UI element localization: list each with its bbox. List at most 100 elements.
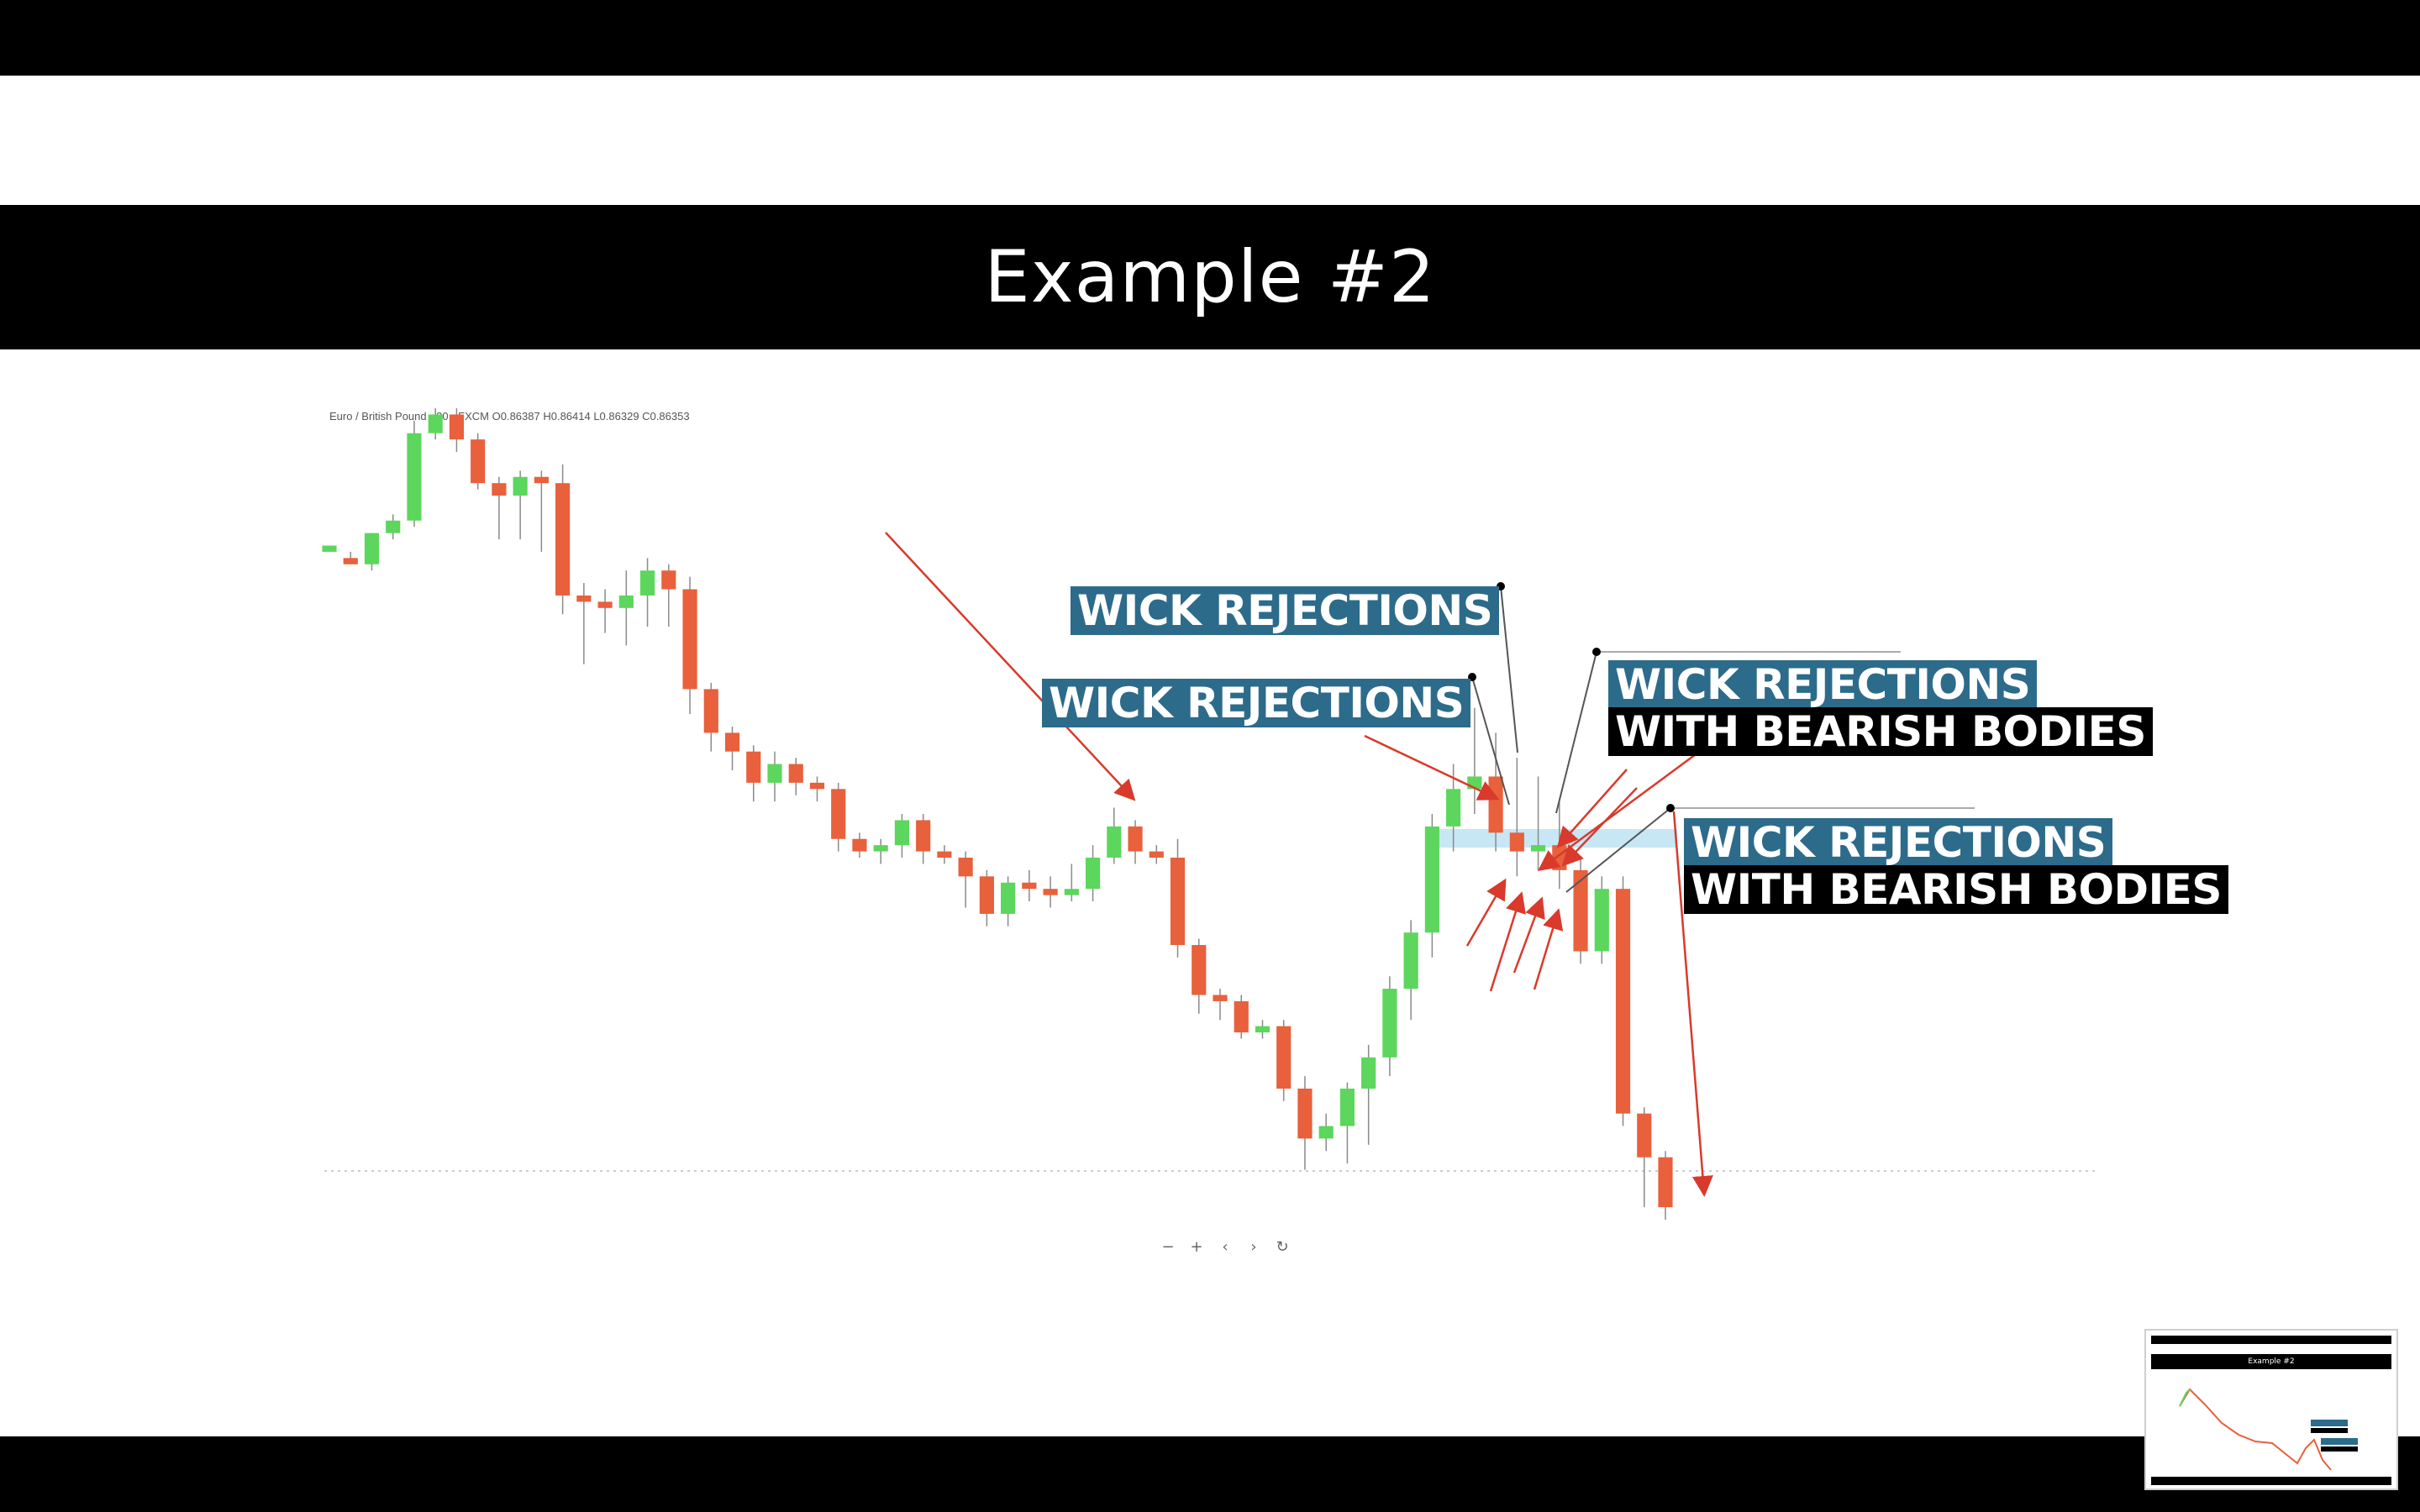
candle-bullish: [513, 476, 528, 496]
candle-bearish: [492, 483, 507, 496]
title-band: Example #2: [0, 205, 2420, 349]
leader-line: [1471, 676, 1510, 806]
candle-bullish: [1085, 858, 1101, 890]
candle-bullish: [364, 533, 380, 564]
annotation-bearish-bodies-1: WITH BEARISH BODIES: [1608, 707, 2153, 756]
candle-bearish: [1297, 1088, 1313, 1139]
scroll-left-button[interactable]: ‹: [1222, 1237, 1228, 1256]
scroll-right-button[interactable]: ›: [1250, 1237, 1257, 1256]
drop-arrow: [1672, 811, 1713, 1197]
candle-bullish: [1446, 789, 1461, 827]
candle-bearish: [831, 789, 846, 839]
candle-bearish: [449, 414, 465, 440]
candle-bearish: [1573, 869, 1588, 952]
candle-bearish: [1658, 1157, 1673, 1208]
candle-bearish: [1128, 826, 1143, 852]
resistance-zone: [1434, 829, 1677, 848]
annotation-wick-rejections-2: WICK REJECTIONS: [1042, 679, 1471, 727]
thumbnail-title: Example #2: [2151, 1354, 2391, 1369]
pointer-arrow: [1465, 878, 1507, 947]
candle-bullish: [1361, 1057, 1376, 1089]
trend-arrow: [885, 532, 1136, 801]
candle-bearish: [555, 483, 571, 596]
candle-bullish: [1255, 1026, 1270, 1033]
candle-bullish: [1001, 882, 1016, 914]
annotation-wick-rejections-4: WICK REJECTIONS: [1684, 818, 2113, 867]
candle-bearish: [958, 858, 973, 877]
letterbox-bottom: [0, 1436, 2420, 1512]
candle-bearish: [788, 764, 803, 783]
leader-line: [1555, 651, 1597, 814]
candle-bearish: [1213, 995, 1228, 1001]
candle-bearish: [343, 558, 358, 564]
candle-bullish: [1107, 826, 1122, 858]
candle-bearish: [937, 851, 952, 858]
candle-bullish: [618, 595, 634, 608]
symbol-info: Euro / British Pound · 30 · FXCM O0.8638…: [329, 410, 690, 423]
pointer-arrow: [1561, 787, 1638, 867]
zoom-out-button[interactable]: −: [1161, 1237, 1175, 1256]
candle-bullish: [1339, 1088, 1355, 1126]
candle-bearish: [809, 782, 825, 790]
candle-bullish: [873, 845, 888, 852]
candle-bearish: [471, 439, 486, 484]
candle-bearish: [1637, 1113, 1652, 1158]
anchor-dot: [1666, 804, 1675, 812]
candle-bearish: [661, 570, 676, 590]
candle-bullish: [322, 545, 337, 552]
pointer-arrow: [1512, 896, 1545, 974]
candle-bearish: [597, 601, 613, 608]
anchor-dot: [1592, 648, 1601, 656]
chart-controls: − + ‹ › ↻: [1158, 1236, 1292, 1257]
candle-bearish: [1615, 889, 1631, 1114]
slide-thumbnail[interactable]: Example #2: [2144, 1329, 2398, 1490]
candle-bullish: [1594, 889, 1609, 952]
thumbnail-chart: [2179, 1388, 2358, 1471]
candle-bearish: [576, 595, 592, 602]
candle-bullish: [428, 414, 443, 433]
reset-chart-button[interactable]: ↻: [1276, 1237, 1289, 1256]
candle-bullish: [1318, 1126, 1334, 1139]
candle-bearish: [1022, 882, 1037, 890]
zoom-in-button[interactable]: +: [1190, 1237, 1203, 1256]
candle-bullish: [1064, 889, 1079, 895]
candle-bearish: [1488, 776, 1503, 833]
pointer-arrow: [1489, 891, 1526, 992]
thumbnail-top-bar: [2151, 1336, 2391, 1344]
candle-bearish: [852, 838, 867, 852]
candle-bullish: [639, 570, 655, 596]
candle-bearish: [1043, 889, 1058, 895]
candle-bearish: [1149, 851, 1164, 858]
leader-line: [1565, 807, 1671, 893]
candle-bullish: [1403, 932, 1418, 990]
candle-bearish: [534, 476, 549, 484]
letterbox-top: [0, 0, 2420, 76]
thumbnail-bottom-bar: [2151, 1477, 2391, 1485]
candle-bearish: [1234, 1000, 1249, 1033]
candle-bearish: [703, 689, 718, 733]
candle-bullish: [1382, 989, 1397, 1058]
candle-bullish: [407, 433, 422, 521]
candle-bearish: [1276, 1026, 1292, 1089]
annotation-wick-rejections-1: WICK REJECTIONS: [1071, 586, 1500, 635]
candle-bearish: [682, 589, 697, 690]
candle-bearish: [916, 820, 931, 852]
annotation-wick-rejections-3: WICK REJECTIONS: [1608, 660, 2038, 709]
pointer-arrow: [1364, 734, 1500, 801]
candle-bullish: [767, 764, 782, 783]
slide-title: Example #2: [984, 235, 1436, 319]
candle-bullish: [1530, 845, 1546, 852]
candle-bearish: [979, 876, 994, 914]
candle-bullish: [386, 520, 401, 533]
leader-line: [1500, 585, 1518, 753]
candle-bearish: [1170, 858, 1186, 946]
candle-bullish: [1424, 826, 1439, 933]
candle-bearish: [724, 732, 740, 752]
candle-bearish: [1509, 832, 1524, 852]
pointer-arrow: [1556, 769, 1628, 848]
candle-bullish: [894, 820, 910, 846]
annotation-bearish-bodies-2: WITH BEARISH BODIES: [1684, 865, 2228, 914]
candle-bearish: [746, 751, 761, 783]
